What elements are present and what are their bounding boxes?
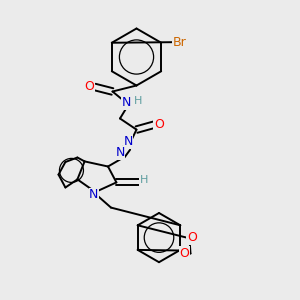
Text: N: N (121, 96, 131, 109)
Text: H: H (134, 96, 142, 106)
Text: Br: Br (173, 36, 187, 49)
Text: N: N (115, 146, 125, 160)
Text: N: N (123, 135, 133, 148)
Text: N: N (89, 188, 99, 202)
Text: H: H (140, 175, 148, 185)
Text: O: O (187, 231, 197, 244)
Text: O: O (180, 247, 189, 260)
Text: O: O (154, 118, 164, 131)
Text: O: O (85, 80, 94, 94)
